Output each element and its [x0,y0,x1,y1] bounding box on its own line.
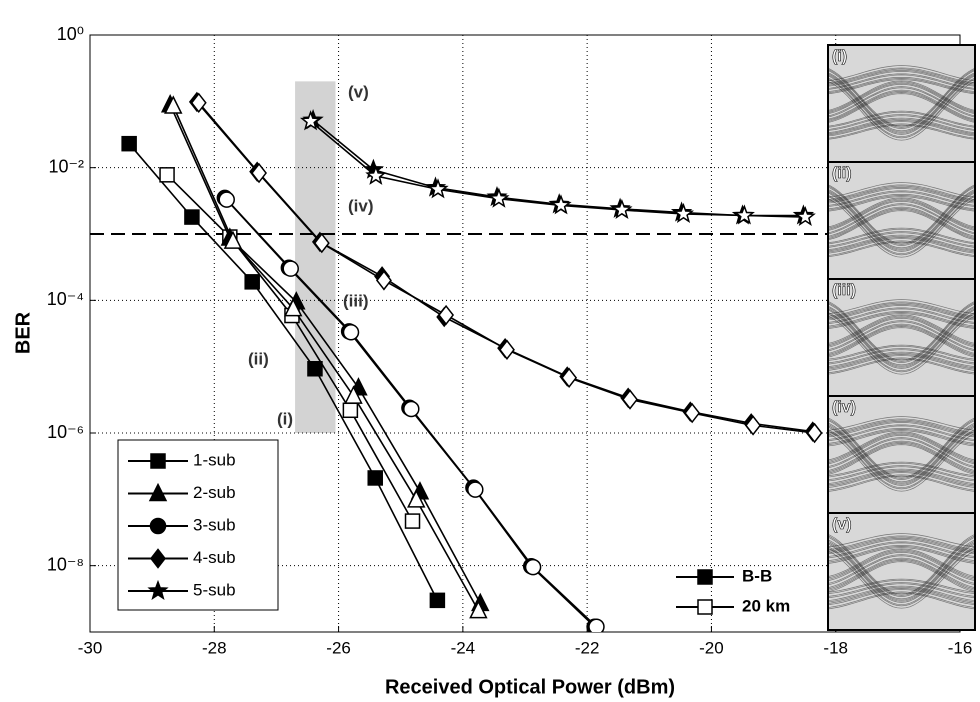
marker [430,593,444,607]
legend-label: 20 km [742,596,790,615]
annotation: (ii) [248,349,269,368]
legend-label: 5-sub [193,580,236,599]
marker [245,275,259,289]
inset-label: (iii) [832,282,856,299]
marker [468,482,483,497]
y-axis-label: BER [12,311,34,354]
marker [368,471,382,485]
annotation: (iii) [343,291,369,310]
inset-label: (v) [832,516,852,533]
x-tick-label: -24 [451,638,476,657]
legend-label: 2-sub [193,483,236,502]
marker [404,402,419,417]
x-axis-label: Received Optical Power (dBm) [385,676,675,698]
marker [219,192,234,207]
x-tick-label: -22 [575,638,600,657]
annotation: (iv) [348,196,374,215]
marker [406,514,420,528]
eye-inset: (ii) [818,162,980,279]
chart: Received Optical Power (dBm) BER -30 -28 -… [0,0,980,702]
y-tick-label: 10⁻⁴ [47,289,84,309]
annotation: (v) [348,82,369,101]
marker [343,403,357,417]
eye-background [828,45,975,162]
inset-label: (i) [832,48,847,65]
x-tick-label: -28 [202,638,227,657]
y-tick-label: 10⁻⁸ [47,554,84,574]
inset-label: (ii) [832,165,852,182]
eye-inset: (v) [818,513,980,630]
marker [185,210,199,224]
x-tick-label: -16 [948,638,973,657]
legend-marker [698,600,712,614]
legend-marker [698,570,712,584]
eye-inset: (iv) [818,396,980,513]
eye-inset: (iii) [818,279,980,396]
legend-marker [151,519,166,534]
marker [589,619,604,634]
inset-label: (iv) [832,399,856,416]
legend-label: 4-sub [193,548,236,567]
annotation: (i) [277,409,293,428]
marker [160,168,174,182]
x-tick-label: -20 [699,638,724,657]
eye-inset: (i) [818,45,980,162]
y-tick-label: 10⁰ [57,24,84,44]
marker [308,362,322,376]
legend-label: B-B [742,566,772,585]
legend-label: 3-sub [193,515,236,534]
marker [344,325,359,340]
legend-marker [151,454,165,468]
y-tick-label: 10⁻² [48,156,84,176]
y-tick-label: 10⁻⁶ [47,422,84,442]
marker [122,137,136,151]
x-tick-label: -18 [823,638,848,657]
x-tick-label: -30 [78,638,103,657]
marker [283,261,298,276]
legend-label: 1-sub [193,450,236,469]
marker [526,560,541,575]
x-tick-label: -26 [326,638,351,657]
